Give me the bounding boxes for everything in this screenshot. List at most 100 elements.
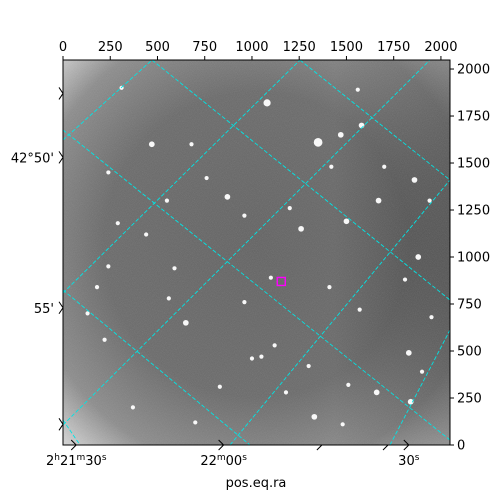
star (382, 164, 387, 169)
dec-minor-tick (58, 87, 64, 100)
dec-tick-mark (58, 301, 64, 315)
star (182, 319, 189, 326)
star (402, 277, 408, 282)
star (311, 413, 318, 420)
star (193, 420, 198, 425)
target-marker (276, 276, 286, 287)
x-tick-label: 750 (192, 40, 217, 55)
star (329, 164, 334, 169)
star (415, 254, 422, 260)
x-axis-title: pos.eq.ra (226, 476, 287, 491)
star (272, 343, 277, 348)
grid-line (63, 289, 251, 445)
ra-axis-bottom: 2h21m30s 22m00s 30s (46, 439, 420, 469)
x-tick-label: 500 (145, 40, 170, 55)
star (164, 198, 170, 203)
star (217, 384, 222, 389)
ra-tick-mark (403, 439, 410, 451)
star (346, 382, 351, 387)
star (106, 264, 111, 269)
dec-tick-label: 42°50' (11, 151, 54, 166)
star (102, 337, 107, 342)
ra-tick-label: 30s (398, 453, 420, 469)
star (407, 398, 414, 405)
y-tick-label: 750 (457, 298, 482, 313)
star (355, 87, 360, 92)
pixel-x-axis-top: 0 250 500 750 1000 1250 1500 1750 2000 (59, 40, 457, 60)
ra-tick-label: 22m00s (200, 453, 247, 469)
star (189, 142, 194, 147)
grid-line (63, 60, 153, 141)
star (327, 284, 332, 290)
ra-minor-tick (382, 444, 389, 451)
x-tick-label: 1250 (283, 40, 316, 55)
grid-line (229, 179, 450, 445)
star (411, 177, 418, 183)
star (375, 197, 382, 204)
star (249, 356, 255, 361)
star (263, 99, 271, 107)
x-tick-label: 250 (98, 40, 123, 55)
y-tick-label: 500 (457, 345, 482, 360)
star (283, 390, 289, 395)
coordinate-grid (63, 60, 450, 445)
y-tick-label: 250 (457, 392, 482, 407)
dec-tick-label: 55' (34, 302, 54, 317)
grid-line (389, 329, 450, 445)
star (130, 405, 136, 410)
star (224, 194, 231, 200)
star (405, 350, 412, 356)
x-tick-label: 1750 (377, 40, 410, 55)
star (166, 296, 171, 301)
grid-line (63, 419, 81, 445)
star (337, 131, 344, 138)
image-area (62, 59, 451, 446)
star (429, 315, 434, 320)
grid-line (299, 60, 450, 181)
x-tick-label: 0 (59, 40, 67, 55)
y-tick-label: 1250 (457, 204, 490, 219)
star (427, 198, 432, 203)
plot-frame (62, 59, 451, 446)
ra-tick-mark (218, 439, 225, 451)
grid-line (63, 129, 450, 441)
star (242, 300, 247, 305)
dec-tick-mark (58, 151, 64, 164)
y-tick-label: 1500 (457, 157, 490, 172)
star (115, 221, 120, 226)
star (106, 170, 111, 175)
y-tick-label: 1000 (457, 251, 490, 266)
star (148, 141, 155, 148)
star (85, 311, 90, 316)
star (419, 369, 425, 374)
star (242, 213, 247, 218)
grid-line (63, 60, 431, 426)
star (259, 354, 264, 359)
star (343, 218, 350, 225)
dec-axis-left: 42°50' 55' (11, 87, 64, 431)
y-tick-label: 2000 (457, 63, 490, 78)
ra-minor-tick (316, 444, 323, 451)
x-tick-label: 1500 (330, 40, 363, 55)
star (172, 266, 177, 271)
star (306, 363, 311, 369)
sky-noise (63, 60, 450, 445)
grid-line (63, 60, 301, 294)
y-tick-label: 0 (457, 439, 465, 454)
star (204, 175, 209, 181)
x-tick-label: 1000 (235, 40, 268, 55)
x-tick-label: 2000 (424, 40, 457, 55)
star (287, 206, 292, 211)
pixel-y-axis-right: 0 250 500 750 1000 1250 1500 1750 2000 (450, 63, 490, 454)
star (94, 284, 100, 290)
star (144, 232, 149, 237)
star (373, 389, 380, 396)
star (298, 225, 304, 232)
dec-minor-tick (58, 418, 64, 431)
grid-line (151, 60, 450, 301)
star (340, 422, 345, 427)
y-tick-label: 1750 (457, 110, 490, 125)
ra-tick-label: 2h21m30s (46, 453, 107, 469)
ra-tick-mark (70, 439, 77, 451)
